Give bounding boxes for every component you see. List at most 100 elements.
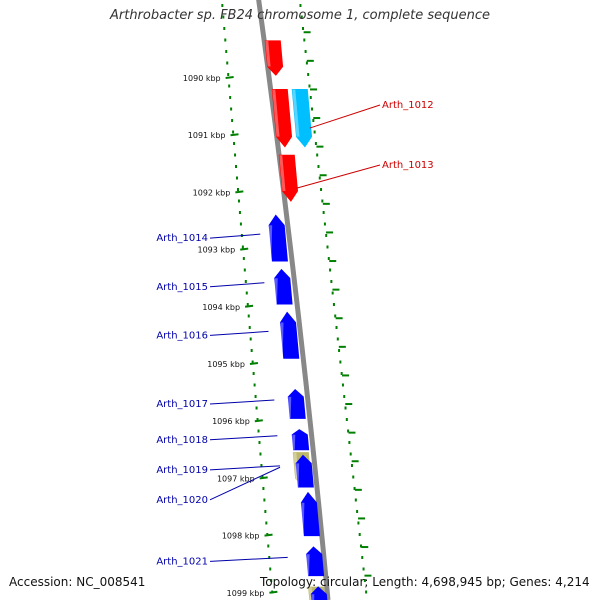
gene-label-leader	[296, 164, 381, 189]
inner-track-dot	[239, 222, 242, 226]
gene-arrow-highlight	[291, 434, 296, 450]
scale-tick-label: 1090 kbp	[183, 74, 221, 83]
gene-label[interactable]: Arth_1013	[382, 160, 434, 171]
gene-label[interactable]: Arth_1019	[156, 465, 208, 476]
inner-track-dot	[270, 579, 273, 582]
gene-arrow[interactable]	[295, 454, 314, 488]
inner-track-dot	[247, 314, 250, 318]
gene-arrow[interactable]	[271, 88, 293, 148]
outer-track-dot	[358, 533, 361, 536]
inner-track-dot	[243, 268, 246, 272]
inner-track-dot	[227, 73, 230, 76]
scale-tick-label: 1092 kbp	[193, 188, 231, 197]
outer-track-dot	[308, 84, 311, 88]
gene-arrow[interactable]	[287, 389, 306, 419]
inner-track-dot	[229, 96, 232, 99]
gene-arrow-highlight	[279, 155, 286, 191]
outer-track-dot	[299, 4, 302, 7]
gene-arrow-highlight	[300, 502, 305, 536]
gene-label-leader	[209, 435, 278, 441]
gene-arrow-highlight	[292, 89, 300, 137]
gene-arrow[interactable]	[300, 491, 320, 537]
gene-label-leader	[209, 282, 265, 288]
gene-label[interactable]: Arth_1018	[156, 435, 208, 446]
scale-tick	[249, 362, 259, 365]
scale-tick	[259, 476, 268, 480]
inner-track-dot	[248, 326, 251, 329]
outer-track-dot	[365, 590, 368, 594]
gene-arrow-highlight	[268, 225, 273, 262]
inner-track-dot	[268, 556, 271, 559]
chromosome-backbone	[256, 0, 331, 600]
gene-label-leader	[309, 104, 381, 129]
outer-track-dot	[309, 96, 312, 99]
gene-label-leader	[209, 466, 281, 501]
inner-track-dot	[234, 153, 237, 157]
inner-track-dot	[232, 130, 235, 134]
outer-track-dot	[302, 27, 305, 30]
inner-track-dot	[225, 50, 228, 53]
scale-tick-label: 1095 kbp	[207, 360, 245, 369]
inner-track-dot	[221, 4, 224, 7]
scale-tick-label: 1098 kbp	[222, 532, 260, 541]
inner-track-dot	[260, 464, 263, 467]
outer-track-dot	[353, 487, 356, 490]
gene-label[interactable]: Arth_1015	[156, 282, 208, 293]
outer-track-dot	[332, 303, 335, 306]
gene-arrow[interactable]	[280, 311, 300, 359]
gene-label[interactable]: Arth_1016	[156, 330, 208, 341]
scale-tick-label: 1091 kbp	[188, 131, 226, 140]
gene-label[interactable]: Arth_1012	[382, 100, 434, 111]
scale-tick	[264, 533, 273, 537]
inner-track-dot	[263, 498, 266, 502]
outer-track-dot	[303, 38, 306, 42]
scale-tick	[244, 304, 254, 308]
inner-scale-track	[221, 4, 274, 594]
gene-arrow-highlight	[311, 594, 315, 600]
outer-track-dot	[330, 280, 333, 283]
gene-arrow-highlight	[287, 396, 292, 419]
inner-track-dot	[259, 452, 262, 456]
gene-label-leader	[209, 399, 275, 405]
gene-label[interactable]: Arth_1014	[156, 233, 208, 244]
gene-label[interactable]: Arth_1020	[156, 495, 208, 506]
outer-track-dot	[339, 360, 342, 364]
gene-arrow[interactable]	[264, 40, 284, 76]
gene-arrow[interactable]	[268, 214, 288, 262]
outer-track-dot	[335, 326, 338, 329]
gene-arrow[interactable]	[306, 546, 325, 577]
scale-tick	[240, 247, 249, 251]
inner-track-dot	[249, 337, 252, 341]
gene-arrow[interactable]	[291, 88, 313, 148]
outer-track-dot	[314, 142, 317, 145]
sequence-summary: Topology: circular; Length: 4,698,945 bp…	[260, 575, 590, 589]
inner-track-dot	[242, 257, 245, 260]
gene-arrow[interactable]	[274, 268, 293, 305]
gene-arrow-highlight	[265, 40, 271, 67]
inner-track-dot	[222, 15, 225, 19]
scale-tick-label: 1094 kbp	[202, 303, 240, 312]
inner-track-dot	[257, 429, 260, 433]
outer-track-dot	[318, 176, 321, 180]
gene-arrow-highlight	[272, 89, 280, 137]
outer-track-dot	[305, 61, 308, 65]
inner-track-dot	[264, 510, 267, 513]
outer-track-dot	[343, 395, 346, 398]
outer-track-dot	[313, 130, 316, 134]
scale-ticks: 1090 kbp 1091 kbp 1092 kbp 1093 kbp 1094 kbp…	[183, 74, 278, 598]
outer-track-dot	[300, 15, 303, 19]
gene-arrow[interactable]	[310, 586, 328, 600]
scale-tick	[235, 190, 244, 194]
inner-track-dot	[252, 372, 255, 375]
gene-arrow[interactable]	[278, 154, 299, 202]
gene-label-leader	[209, 233, 261, 239]
outer-track-dot	[352, 475, 355, 479]
gene-label[interactable]: Arth_1021	[156, 556, 208, 567]
gene-arrow[interactable]	[291, 429, 310, 451]
inner-track-dot	[244, 280, 247, 283]
inner-track-dot	[253, 383, 256, 387]
gene-label[interactable]: Arth_1017	[156, 399, 208, 410]
inner-track-dot	[269, 567, 272, 571]
outer-track-dot	[350, 464, 353, 467]
inner-track-dot	[238, 211, 241, 214]
